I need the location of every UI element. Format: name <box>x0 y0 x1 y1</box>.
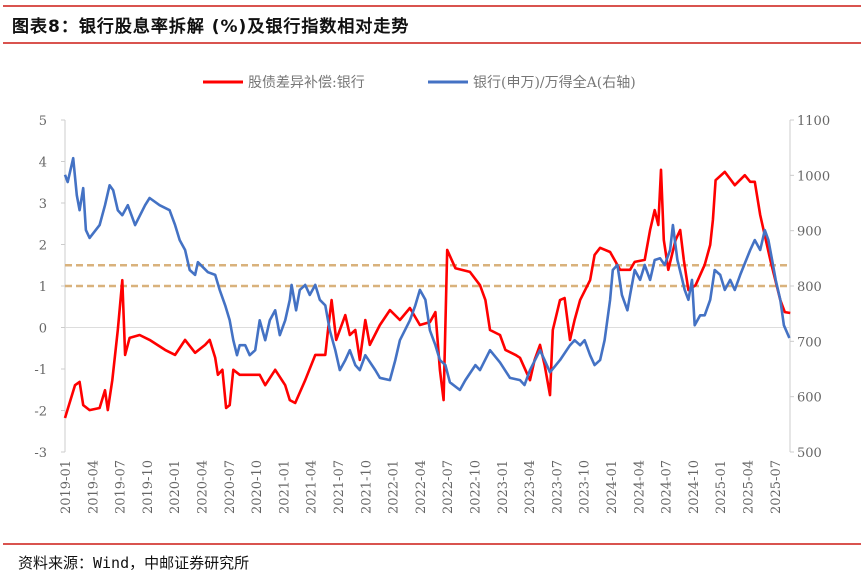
x-tick-label: 2025-07 <box>769 460 784 514</box>
left-tick-label: -1 <box>34 363 47 378</box>
x-tick-label: 2024-07 <box>660 460 675 514</box>
right-tick-label: 600 <box>797 391 822 406</box>
left-tick-label: 3 <box>39 197 47 212</box>
x-tick-label: 2021-04 <box>305 460 320 514</box>
left-tick-label: -3 <box>34 446 47 461</box>
x-tick-label: 2019-10 <box>141 460 156 514</box>
x-tick-label: 2020-04 <box>196 460 211 514</box>
x-tick-label: 2024-04 <box>632 460 647 514</box>
left-tick-label: -2 <box>34 405 47 420</box>
x-tick-label: 2019-07 <box>114 460 129 514</box>
x-tick-label: 2019-04 <box>86 460 101 514</box>
right-tick-label: 800 <box>797 280 822 295</box>
series-line-dividend-spread <box>63 168 791 419</box>
x-tick-label: 2025-04 <box>742 460 757 514</box>
left-tick-label: 1 <box>39 280 47 295</box>
x-tick-label: 2022-01 <box>387 460 402 514</box>
x-tick-label: 2023-07 <box>550 460 565 514</box>
title-bottom-rule <box>3 42 861 44</box>
right-tick-label: 900 <box>797 225 822 240</box>
x-tick-label: 2022-07 <box>441 460 456 514</box>
title-top-rule <box>3 5 861 7</box>
figure-title: 图表8：银行股息率拆解 (%)及银行指数相对走势 <box>12 17 410 37</box>
series-line-bank-relative-index <box>63 156 791 392</box>
footer-rule <box>3 543 861 545</box>
left-tick-label: 5 <box>39 114 47 129</box>
x-tick-label: 2023-10 <box>578 460 593 514</box>
x-tick-label: 2022-10 <box>469 460 484 514</box>
x-tick-label: 2019-01 <box>59 460 74 514</box>
left-tick-label: 2 <box>39 239 47 254</box>
right-tick-label: 1000 <box>797 169 830 184</box>
x-tick-label: 2020-01 <box>168 460 183 514</box>
right-tick-label: 700 <box>797 335 822 350</box>
x-tick-label: 2023-04 <box>523 460 538 514</box>
left-tick-label: 0 <box>39 322 47 337</box>
x-tick-label: 2021-01 <box>277 460 292 514</box>
x-tick-label: 2023-01 <box>496 460 511 514</box>
source-note: 资料来源：Wind，中邮证券研究所 <box>18 554 250 572</box>
x-tick-label: 2020-07 <box>223 460 238 514</box>
legend-label-blue: 银行(申万)/万得全A(右轴) <box>473 74 636 91</box>
legend: 股债差异补偿:银行 银行(申万)/万得全A(右轴) <box>203 74 636 91</box>
x-tick-label: 2024-01 <box>605 460 620 514</box>
right-tick-label: 500 <box>797 446 822 461</box>
x-tick-label: 2021-07 <box>332 460 347 514</box>
x-tick-label: 2022-04 <box>414 460 429 514</box>
left-tick-label: 4 <box>39 156 47 171</box>
x-tick-label: 2024-10 <box>687 460 702 514</box>
x-tick-label: 2025-01 <box>714 460 729 514</box>
x-tick-label: 2020-10 <box>250 460 265 514</box>
x-tick-label: 2021-10 <box>359 460 374 514</box>
legend-label-red: 股债差异补偿:银行 <box>248 75 365 91</box>
right-tick-label: 1100 <box>797 114 830 129</box>
